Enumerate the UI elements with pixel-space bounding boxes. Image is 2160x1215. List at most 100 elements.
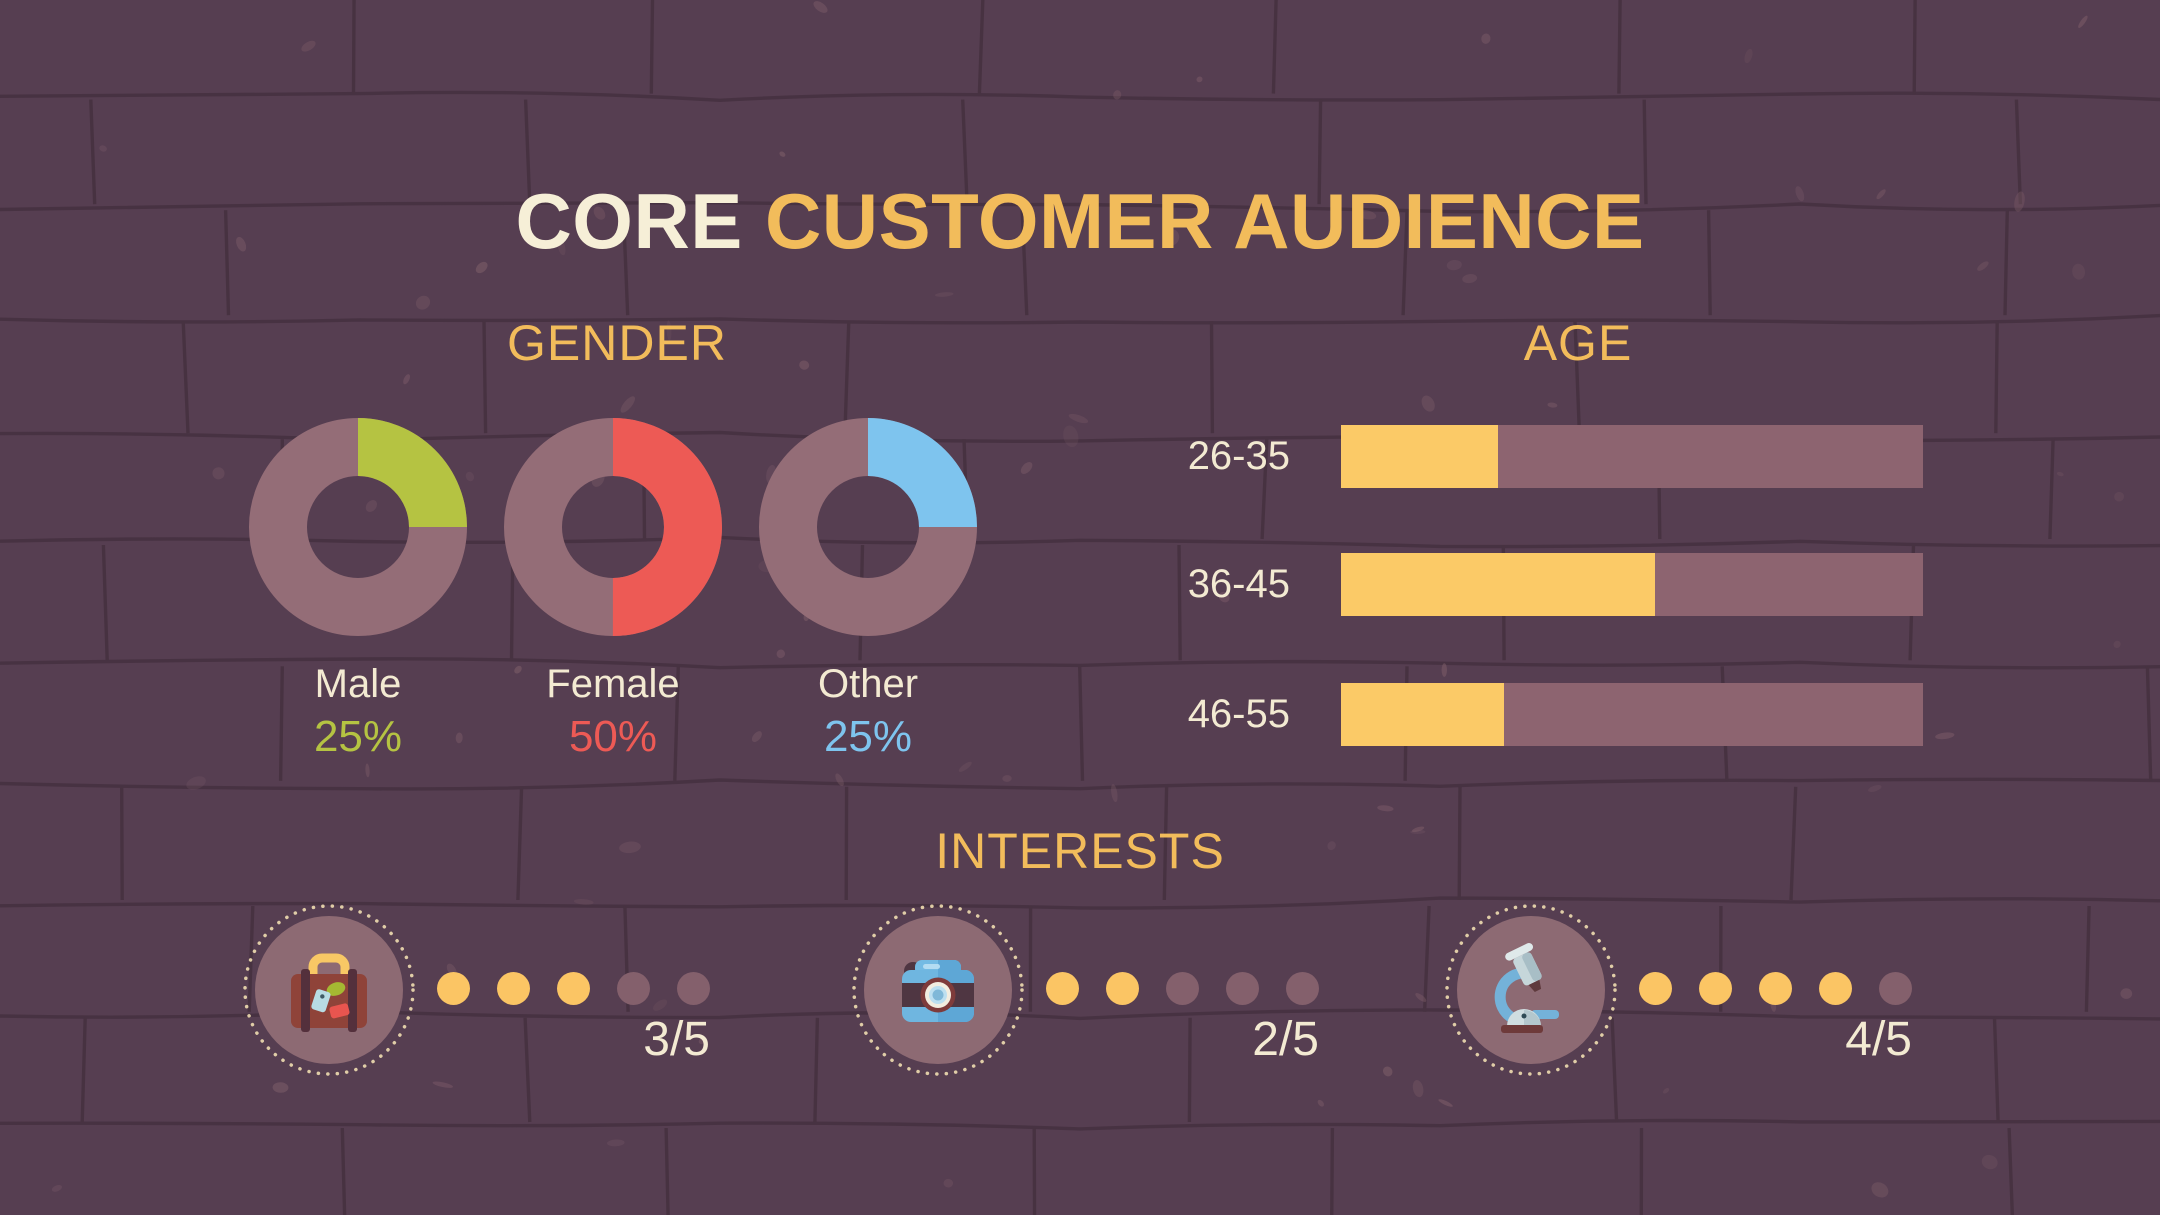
camera-icon xyxy=(902,960,974,1022)
brick-detail xyxy=(514,665,522,674)
brick-detail xyxy=(1177,544,1182,661)
brick-detail xyxy=(523,99,532,205)
rating-dot-empty xyxy=(617,972,650,1005)
rating-dot-filled xyxy=(1046,972,1079,1005)
donut-segment-other xyxy=(759,418,977,636)
brick-detail xyxy=(620,396,636,413)
rating-dot-filled xyxy=(1106,972,1139,1005)
age-bar-fill xyxy=(1341,553,1656,616)
brick-detail xyxy=(2145,666,2153,781)
brick-detail xyxy=(1744,48,1753,64)
brick-detail xyxy=(2113,640,2121,649)
brick-detail xyxy=(673,666,680,781)
interest-item-science: 4/5 xyxy=(1443,902,1923,1092)
brick-detail xyxy=(664,1127,670,1215)
gender-heading: GENDER xyxy=(507,315,727,371)
brick-detail xyxy=(1446,259,1462,271)
brick-detail xyxy=(1868,784,1882,793)
brick-detail xyxy=(0,90,2160,103)
brick-detail xyxy=(403,374,411,385)
rating-dot-empty xyxy=(1226,972,1259,1005)
gender-label-male: Male xyxy=(314,662,402,706)
brick-detail xyxy=(1663,1088,1670,1094)
dotted-ring xyxy=(852,904,1024,1076)
brick-detail xyxy=(1330,1127,1335,1215)
gender-donut-male xyxy=(249,418,467,636)
icon-badge xyxy=(1445,904,1617,1076)
title-customer-audience: CUSTOMER AUDIENCE xyxy=(764,177,1645,266)
dotted-ring xyxy=(243,904,415,1076)
brick-detail xyxy=(465,471,475,482)
rating-dot-empty xyxy=(677,972,710,1005)
donut-segment-female xyxy=(504,418,722,636)
rating-dot-empty xyxy=(1166,972,1199,1005)
brick-detail xyxy=(0,657,2160,670)
gender-pct-female: 50% xyxy=(568,712,658,761)
brick-detail xyxy=(1111,784,1118,803)
brick-detail xyxy=(1317,99,1323,205)
suitcase-icon xyxy=(291,953,367,1032)
brick-detail xyxy=(1020,462,1033,474)
brick-detail xyxy=(1706,210,1712,316)
brick-detail xyxy=(835,773,844,787)
brick-detail xyxy=(365,763,370,778)
brick-detail xyxy=(1411,826,1425,833)
interests-heading: INTERESTS xyxy=(935,823,1225,879)
brick-detail xyxy=(181,321,190,434)
brick-detail xyxy=(1078,666,1085,781)
brick-detail xyxy=(666,320,672,341)
age-heading: AGE xyxy=(1523,315,1633,371)
brick-detail xyxy=(1113,90,1122,100)
brick-detail xyxy=(619,841,641,854)
brick-detail xyxy=(958,761,972,772)
interest-item-travel: 3/5 xyxy=(241,902,721,1092)
title-space xyxy=(743,177,765,265)
brick-detail xyxy=(432,1081,453,1088)
brick-detail xyxy=(1617,0,1622,94)
dotted-ring xyxy=(1445,904,1617,1076)
brick-detail xyxy=(0,1118,2160,1131)
brick-detail xyxy=(1187,1017,1192,1123)
brick-detail xyxy=(278,666,284,781)
title-core: CORE xyxy=(515,177,743,266)
brick-detail xyxy=(934,292,954,297)
brick-detail xyxy=(1422,905,1431,1012)
brick-detail xyxy=(1356,209,1377,220)
brick-detail xyxy=(607,1139,625,1147)
brick-detail xyxy=(1981,1154,1998,1170)
brick-detail xyxy=(698,1038,706,1045)
brick-detail xyxy=(1642,99,1648,205)
gender-pct-other: 25% xyxy=(823,712,913,761)
brick-detail xyxy=(89,99,97,205)
brick-detail xyxy=(1912,0,1917,94)
brick-detail xyxy=(1415,993,1427,1002)
brick-detail xyxy=(516,786,524,901)
brick-detail xyxy=(1876,189,1886,200)
brick-detail xyxy=(0,896,2160,910)
brick-detail xyxy=(415,295,431,310)
brick-detail xyxy=(1068,413,1089,424)
rating-dots xyxy=(437,972,710,1005)
brick-detail xyxy=(80,1017,87,1123)
brick-detail xyxy=(455,732,463,744)
brick-detail xyxy=(1218,591,1230,603)
rating-dots xyxy=(1046,972,1319,1005)
brick-detail xyxy=(1935,732,1955,740)
brick-detail xyxy=(1547,402,1558,408)
brick-detail xyxy=(2114,491,2125,502)
age-row-26-35: 26-35 xyxy=(1090,425,1923,488)
brick-detail xyxy=(120,786,124,901)
brick-detail xyxy=(1421,395,1435,412)
gender-donut-female xyxy=(504,418,722,636)
brick-detail xyxy=(1789,786,1798,901)
brick-detail xyxy=(2072,263,2086,280)
brick-detail xyxy=(1871,1182,1889,1198)
brick-detail xyxy=(1412,1080,1424,1098)
brick-detail xyxy=(1196,76,1203,83)
brick-detail xyxy=(2056,471,2064,477)
brick-detail xyxy=(573,898,594,905)
brick-detail xyxy=(1401,210,1409,316)
brick-detail xyxy=(351,0,356,94)
brick-detail xyxy=(1992,1017,2000,1123)
